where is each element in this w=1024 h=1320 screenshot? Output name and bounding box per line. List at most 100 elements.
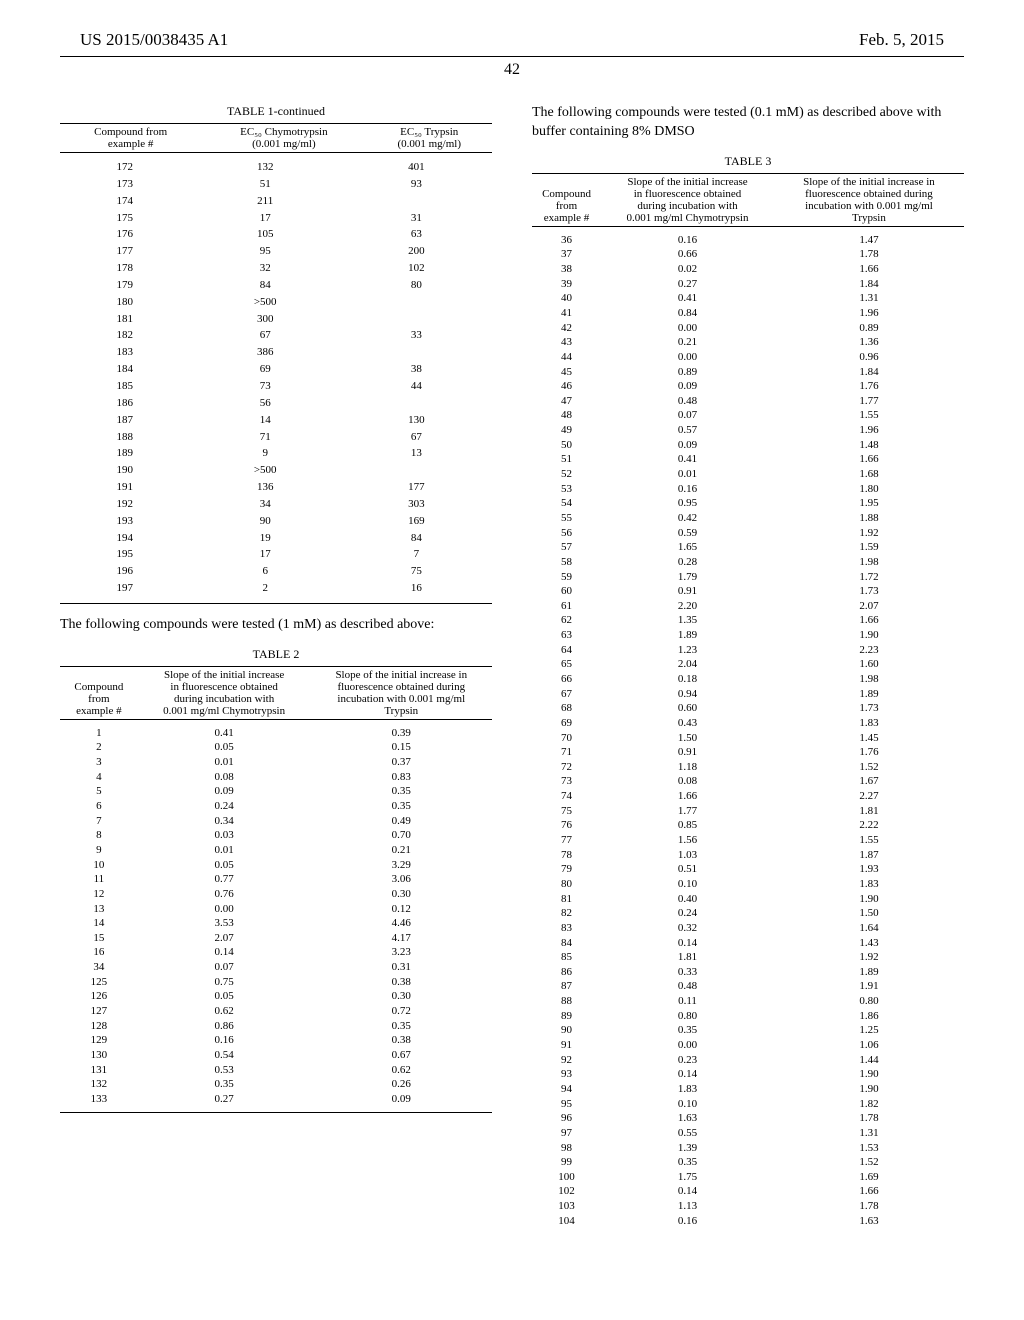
- table-row: 400.411.31: [532, 291, 964, 306]
- table-cell: 76: [532, 818, 601, 833]
- table-row: 910.001.06: [532, 1038, 964, 1053]
- table-cell: 0.00: [601, 1038, 774, 1053]
- table-cell: 69: [190, 361, 341, 378]
- table-row: 680.601.73: [532, 701, 964, 716]
- table-cell: 61: [532, 599, 601, 614]
- table-row: 1280.860.35: [60, 1019, 492, 1034]
- table-cell: 0.18: [601, 672, 774, 687]
- table-cell: 1.47: [774, 233, 964, 248]
- table-cell: 67: [190, 327, 341, 344]
- table-cell: 0.40: [601, 892, 774, 907]
- table-cell: 0.14: [138, 945, 311, 960]
- table-row: 20.050.15: [60, 740, 492, 755]
- table-row: 900.351.25: [532, 1023, 964, 1038]
- t3-h1: Compound from example #: [532, 174, 601, 226]
- table-cell: 195: [60, 546, 190, 563]
- table-cell: 1.65: [601, 540, 774, 555]
- table-row: 60.240.35: [60, 799, 492, 814]
- table-cell: 58: [532, 555, 601, 570]
- table-row: 50.090.35: [60, 784, 492, 799]
- table-cell: 1.66: [774, 452, 964, 467]
- table-row: 19390169: [60, 513, 492, 530]
- table-row: 181300: [60, 311, 492, 328]
- table-cell: 64: [532, 643, 601, 658]
- table-cell: 34: [60, 960, 138, 975]
- table-cell: 51: [190, 176, 341, 193]
- table-cell: 1.78: [774, 1111, 964, 1126]
- table-cell: 136: [190, 479, 341, 496]
- t2-h3: Slope of the initial increase in fluores…: [311, 667, 492, 719]
- table-cell: 46: [532, 379, 601, 394]
- table-cell: 0.41: [138, 726, 311, 741]
- table-cell: 300: [190, 311, 341, 328]
- right-column: The following compounds were tested (0.1…: [532, 104, 964, 1228]
- table-cell: 1.81: [774, 804, 964, 819]
- table-row: 1857344: [60, 378, 492, 395]
- table-cell: 87: [532, 979, 601, 994]
- table-row: 1846938: [60, 361, 492, 378]
- table-cell: 97: [532, 1126, 601, 1141]
- table-cell: 0.01: [138, 843, 311, 858]
- table-cell: 13: [60, 902, 138, 917]
- table-cell: 211: [190, 193, 341, 210]
- page-header: US 2015/0038435 A1 Feb. 5, 2015: [60, 30, 964, 56]
- table-cell: 0.96: [774, 350, 964, 365]
- table-cell: 1.52: [774, 760, 964, 775]
- table-cell: 1.52: [774, 1155, 964, 1170]
- table-cell: 1.66: [774, 613, 964, 628]
- table-cell: 0.09: [601, 438, 774, 453]
- table-cell: 0.14: [601, 1067, 774, 1082]
- table-cell: 1.43: [774, 936, 964, 951]
- table-cell: 47: [532, 394, 601, 409]
- table-cell: 0.55: [601, 1126, 774, 1141]
- left-column: TABLE 1-continued Compound from example …: [60, 104, 492, 1228]
- table-row: 160.143.23: [60, 945, 492, 960]
- table-2-head: Compound from example # Slope of the ini…: [60, 667, 492, 719]
- table-cell: 1.98: [774, 555, 964, 570]
- table-cell: 42: [532, 321, 601, 336]
- table-cell: 1.50: [774, 906, 964, 921]
- table-cell: 1.77: [601, 804, 774, 819]
- table-cell: 6: [60, 799, 138, 814]
- table-cell: 1.86: [774, 1009, 964, 1024]
- table-row: 510.411.66: [532, 452, 964, 467]
- table-cell: 44: [341, 378, 492, 395]
- table-cell: 60: [532, 584, 601, 599]
- table-row: 18714130: [60, 412, 492, 429]
- table-row: 920.231.44: [532, 1053, 964, 1068]
- table-cell: 1.83: [774, 716, 964, 731]
- table-row: 70.340.49: [60, 814, 492, 829]
- table-cell: 90: [190, 513, 341, 530]
- table-cell: 181: [60, 311, 190, 328]
- table1-caption: TABLE 1-continued: [60, 104, 492, 119]
- table-cell: 48: [532, 408, 601, 423]
- table-row: 340.070.31: [60, 960, 492, 975]
- table-row: 152.074.17: [60, 931, 492, 946]
- table-row: 880.110.80: [532, 994, 964, 1009]
- table-cell: 89: [532, 1009, 601, 1024]
- table-cell: 69: [532, 716, 601, 731]
- table-cell: 99: [532, 1155, 601, 1170]
- table-row: 580.281.98: [532, 555, 964, 570]
- table-row: 120.760.30: [60, 887, 492, 902]
- table3-caption: TABLE 3: [532, 154, 964, 169]
- table-cell: 125: [60, 975, 138, 990]
- table-cell: 104: [532, 1214, 601, 1229]
- table-cell: 133: [60, 1092, 138, 1107]
- table-row: 721.181.52: [532, 760, 964, 775]
- table-cell: 1.03: [601, 848, 774, 863]
- table-cell: 196: [60, 563, 190, 580]
- table-cell: 200: [341, 243, 492, 260]
- table-cell: 1.44: [774, 1053, 964, 1068]
- table-row: 1020.141.66: [532, 1184, 964, 1199]
- table-cell: 0.10: [601, 877, 774, 892]
- table-cell: 1.78: [774, 1199, 964, 1214]
- table-3-body: 360.161.47370.661.78380.021.66390.271.84…: [532, 233, 964, 1229]
- table-cell: 180: [60, 294, 190, 311]
- table-cell: 175: [60, 210, 190, 227]
- table-row: 370.661.78: [532, 247, 964, 262]
- table-row: 830.321.64: [532, 921, 964, 936]
- table-cell: 1.80: [774, 482, 964, 497]
- table-cell: 1.91: [774, 979, 964, 994]
- table-cell: 80: [341, 277, 492, 294]
